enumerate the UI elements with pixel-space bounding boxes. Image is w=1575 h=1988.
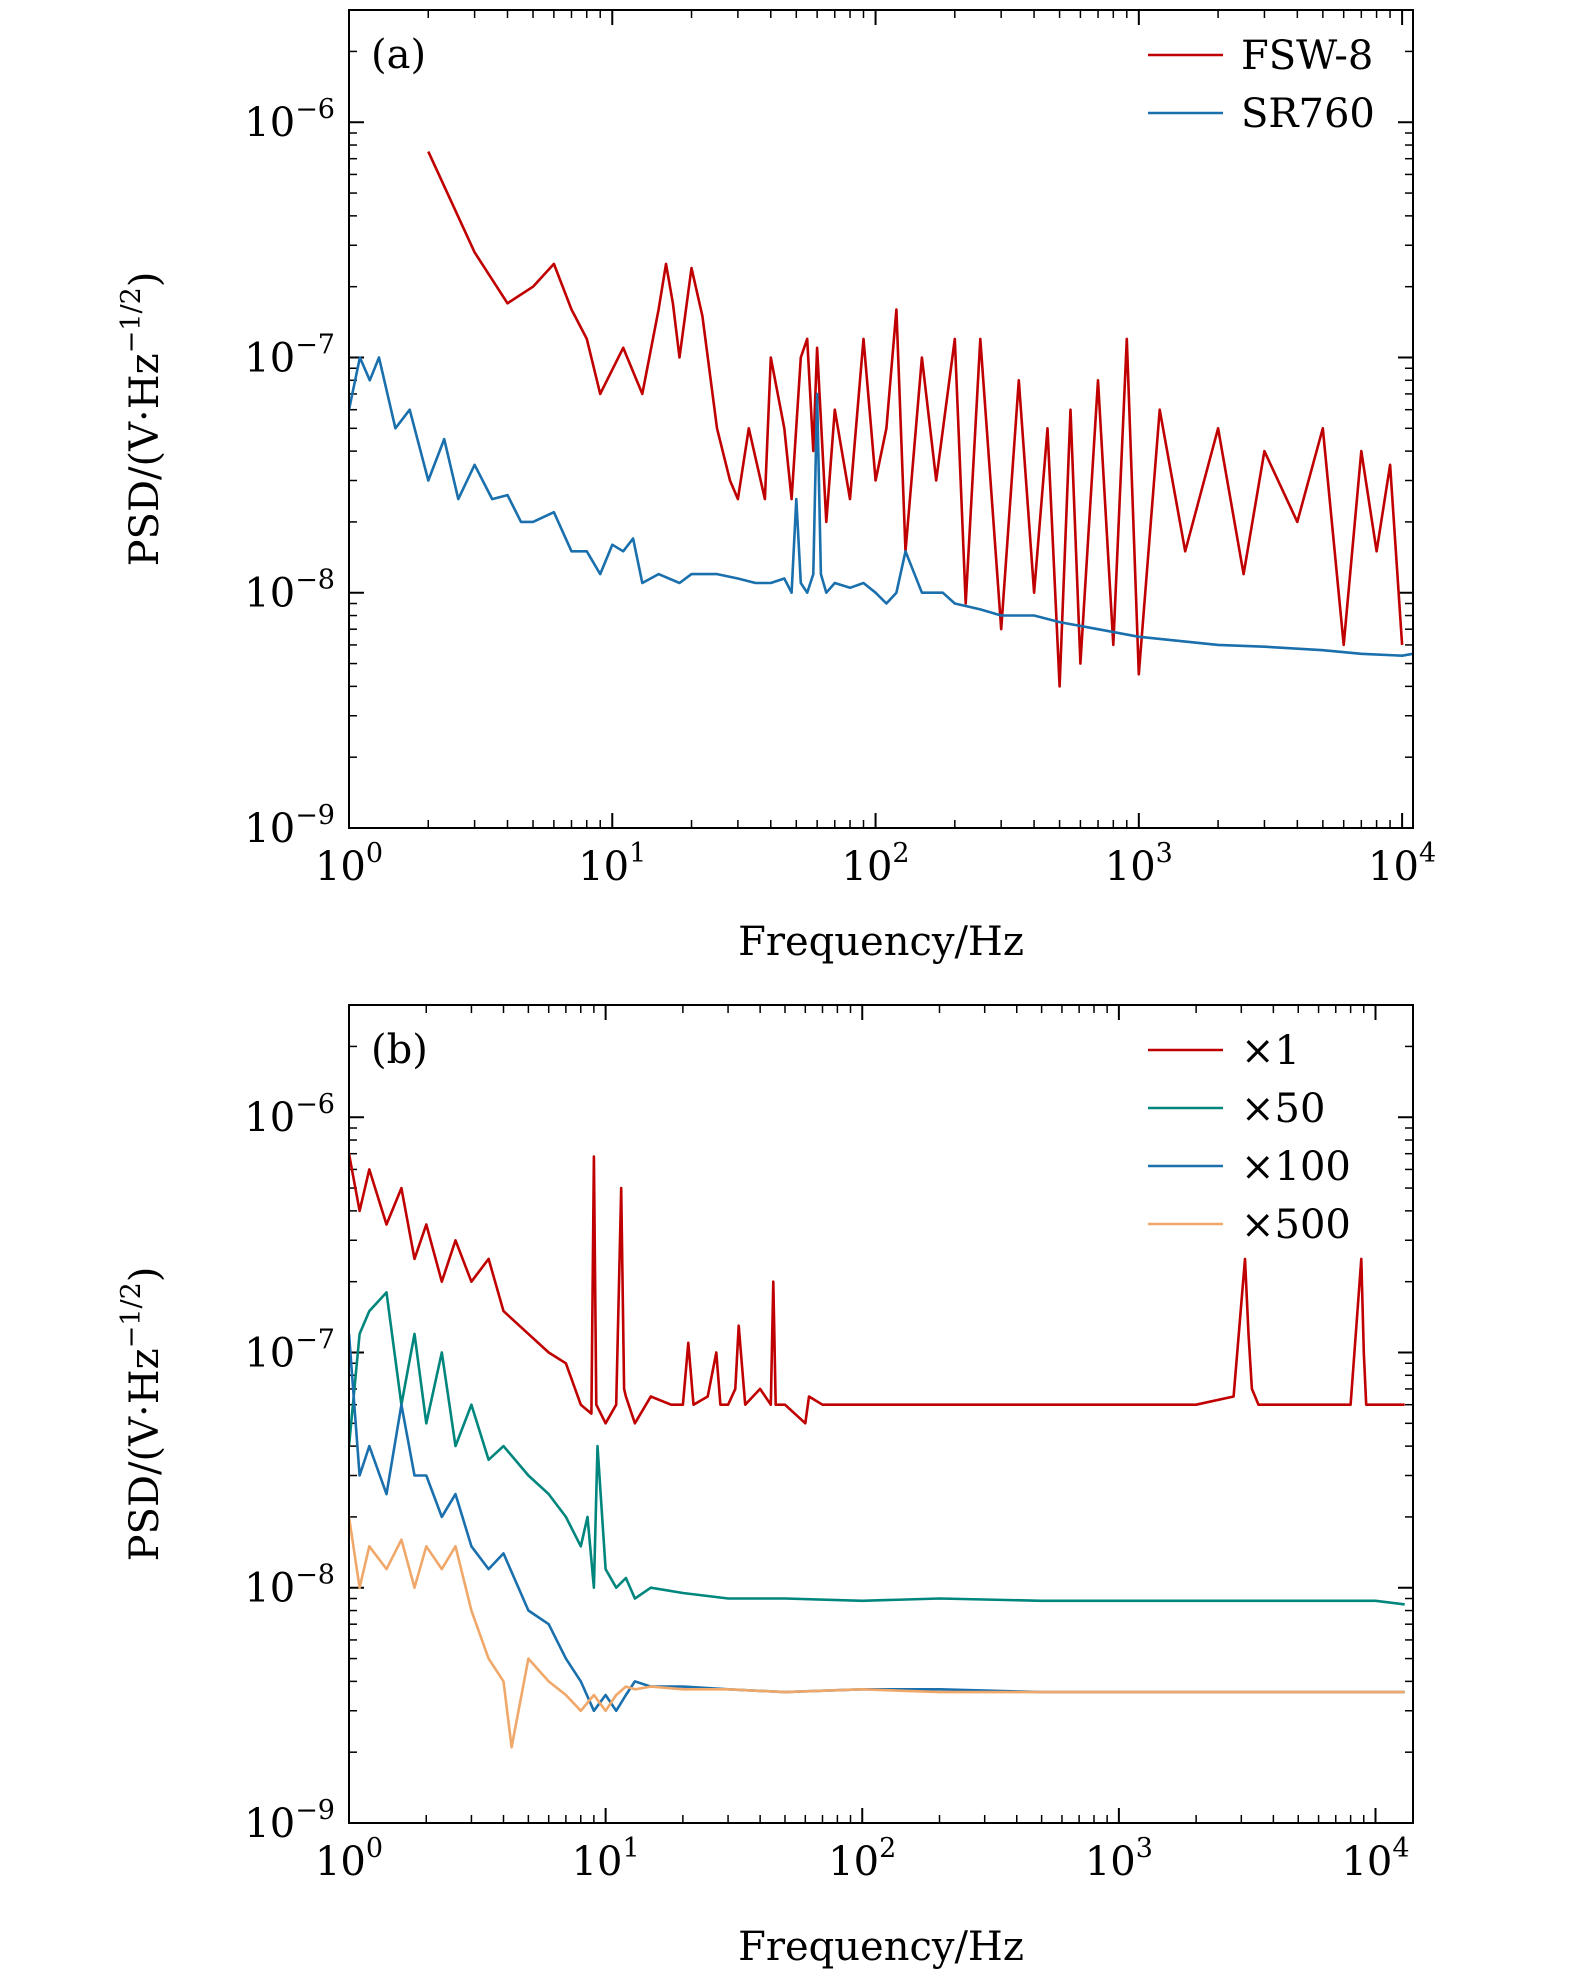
x-tick-label: 101 bbox=[572, 1833, 640, 1885]
x-tick-exponent: 4 bbox=[1419, 838, 1436, 869]
x-tick-base: 10 bbox=[578, 844, 629, 890]
y-axis-title-close: ) bbox=[122, 272, 168, 288]
x-tick-base: 10 bbox=[842, 844, 893, 890]
x-tick-exponent: 1 bbox=[622, 1833, 639, 1864]
y-tick-base: 10 bbox=[244, 1566, 295, 1612]
y-tick-label: 10−9 bbox=[244, 800, 335, 852]
y-tick-exponent: −9 bbox=[295, 1795, 335, 1826]
x-axis-title: Frequency/Hz bbox=[738, 1924, 1024, 1970]
y-tick-base: 10 bbox=[244, 1801, 295, 1847]
x-tick-label: 103 bbox=[1085, 1833, 1153, 1885]
series-group bbox=[349, 151, 1413, 688]
x-axis-title: Frequency/Hz bbox=[738, 919, 1024, 965]
y-tick-exponent: −7 bbox=[295, 1324, 335, 1355]
y-tick-label: 10−6 bbox=[244, 1089, 335, 1141]
x-tick-exponent: 0 bbox=[366, 838, 383, 869]
series-line-2 bbox=[349, 1333, 1405, 1713]
x-tick-base: 10 bbox=[315, 844, 366, 890]
panel-label: (a) bbox=[371, 32, 426, 78]
y-tick-label: 10−7 bbox=[244, 329, 335, 381]
legend-label-3: ×500 bbox=[1241, 1202, 1351, 1248]
legend-label-2: ×100 bbox=[1241, 1144, 1351, 1190]
series-line-3 bbox=[349, 1516, 1405, 1749]
x-tick-label: 104 bbox=[1368, 838, 1436, 890]
y-tick-label: 10−9 bbox=[244, 1795, 335, 1847]
x-tick-base: 10 bbox=[315, 1839, 366, 1885]
x-tick-base: 10 bbox=[1085, 1839, 1136, 1885]
x-tick-label: 100 bbox=[315, 838, 383, 890]
y-tick-label: 10−6 bbox=[244, 94, 335, 146]
y-axis-title-close: ) bbox=[122, 1267, 168, 1283]
x-tick-label: 102 bbox=[842, 838, 910, 890]
x-tick-exponent: 2 bbox=[892, 838, 909, 869]
x-tick-exponent: 0 bbox=[366, 1833, 383, 1864]
y-tick-base: 10 bbox=[244, 806, 295, 852]
y-axis-title: PSD/(V·Hz−1/2) bbox=[116, 1267, 168, 1562]
x-tick-exponent: 3 bbox=[1156, 838, 1173, 869]
x-tick-base: 10 bbox=[572, 1839, 623, 1885]
x-tick-base: 10 bbox=[1341, 1839, 1392, 1885]
y-tick-exponent: −8 bbox=[295, 1560, 335, 1591]
x-tick-base: 10 bbox=[1105, 844, 1156, 890]
x-tick-exponent: 4 bbox=[1392, 1833, 1409, 1864]
y-axis-title: PSD/(V·Hz−1/2) bbox=[116, 272, 168, 567]
y-tick-base: 10 bbox=[244, 100, 295, 146]
y-axis-title-main: PSD/(V·Hz bbox=[122, 1348, 168, 1561]
y-axis-title-exponent: −1/2 bbox=[116, 1282, 147, 1348]
y-tick-base: 10 bbox=[244, 1095, 295, 1141]
x-tick-base: 10 bbox=[828, 1839, 879, 1885]
plot-frame bbox=[348, 1004, 1414, 1824]
y-axis-title-main: PSD/(V·Hz bbox=[122, 353, 168, 566]
x-tick-label: 103 bbox=[1105, 838, 1173, 890]
series-line-1 bbox=[349, 356, 1413, 658]
y-tick-label: 10−8 bbox=[244, 565, 335, 617]
y-tick-label: 10−7 bbox=[244, 1324, 335, 1376]
x-tick-exponent: 3 bbox=[1136, 1833, 1153, 1864]
y-tick-exponent: −7 bbox=[295, 329, 335, 360]
x-tick-exponent: 2 bbox=[879, 1833, 896, 1864]
y-tick-exponent: −8 bbox=[295, 565, 335, 596]
legend-label-1: ×50 bbox=[1241, 1086, 1325, 1132]
x-tick-label: 104 bbox=[1341, 1833, 1409, 1885]
x-tick-label: 101 bbox=[578, 838, 646, 890]
y-tick-exponent: −9 bbox=[295, 800, 335, 831]
legend-label-0: FSW-8 bbox=[1241, 33, 1373, 79]
legend-label-1: SR760 bbox=[1241, 91, 1375, 137]
series-line-0 bbox=[349, 1153, 1405, 1425]
y-tick-label: 10−8 bbox=[244, 1560, 335, 1612]
series-line-0 bbox=[427, 151, 1404, 688]
y-tick-base: 10 bbox=[244, 571, 295, 617]
x-tick-label: 102 bbox=[828, 1833, 896, 1885]
series-group bbox=[349, 1153, 1405, 1749]
x-tick-base: 10 bbox=[1368, 844, 1419, 890]
y-tick-exponent: −6 bbox=[295, 94, 335, 125]
y-tick-exponent: −6 bbox=[295, 1089, 335, 1120]
x-tick-exponent: 1 bbox=[629, 838, 646, 869]
y-tick-base: 10 bbox=[244, 335, 295, 381]
y-tick-base: 10 bbox=[244, 1330, 295, 1376]
x-tick-label: 100 bbox=[315, 1833, 383, 1885]
plot-frame bbox=[348, 9, 1414, 829]
series-line-1 bbox=[349, 1291, 1405, 1606]
legend-label-0: ×1 bbox=[1241, 1028, 1300, 1074]
panel-label: (b) bbox=[371, 1027, 428, 1073]
y-axis-title-exponent: −1/2 bbox=[116, 287, 147, 353]
